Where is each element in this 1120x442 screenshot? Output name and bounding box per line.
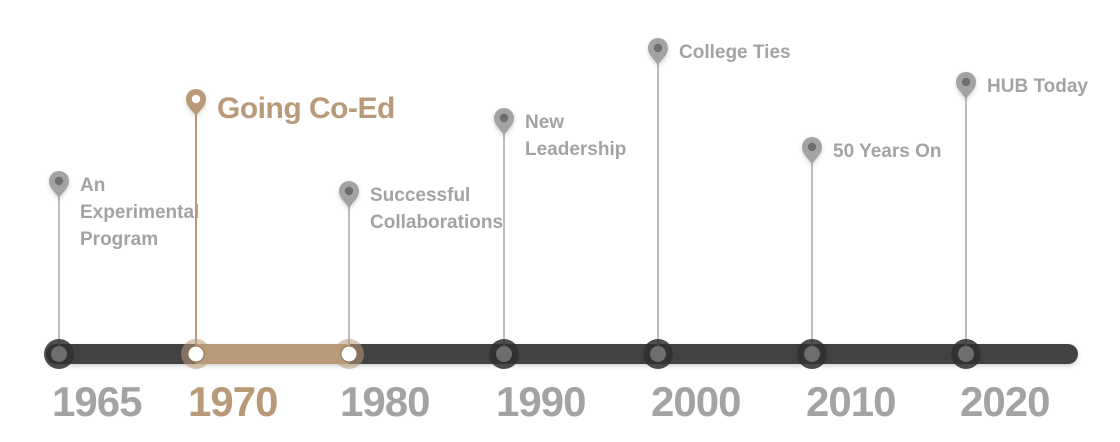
timeline-node[interactable]	[643, 339, 673, 369]
year-label-2000[interactable]: 2000	[651, 378, 741, 425]
map-pin-icon	[648, 38, 668, 65]
year-label-1980[interactable]: 1980	[340, 378, 430, 425]
milestone-title-line: Collaborations	[370, 212, 503, 233]
milestones: An Experimental Program 1965 Going Co-Ed 1970…	[44, 38, 1088, 425]
timeline-node[interactable]	[181, 339, 211, 369]
milestone-title-line: College Ties	[679, 42, 791, 63]
milestone-1965[interactable]: An Experimental Program 1965	[44, 171, 199, 425]
milestone-2000[interactable]: College Ties 2000	[643, 38, 791, 425]
milestone-2010[interactable]: 50 Years On 2010	[797, 137, 941, 425]
timeline-node[interactable]	[951, 339, 981, 369]
milestone-2020[interactable]: HUB Today 2020	[951, 72, 1088, 425]
milestone-title-line: Going Co-Ed	[217, 92, 395, 125]
year-label-1990[interactable]: 1990	[496, 378, 586, 425]
milestone-title-line: HUB Today	[987, 76, 1088, 97]
milestone-1990[interactable]: New Leadership 1990	[489, 108, 626, 425]
year-label-1965[interactable]: 1965	[52, 378, 143, 425]
milestone-title-line: Program	[80, 229, 158, 250]
milestone-1980[interactable]: Successful Collaborations 1980	[334, 181, 503, 425]
milestone-title-line: 50 Years On	[833, 141, 941, 162]
map-pin-icon	[494, 108, 514, 135]
milestone-title-line: Experimental	[80, 202, 199, 223]
milestone-1970[interactable]: Going Co-Ed 1970	[181, 89, 395, 425]
year-label-2020[interactable]: 2020	[960, 378, 1050, 425]
timeline-active-segment	[196, 344, 349, 364]
map-pin-icon	[186, 89, 206, 116]
milestone-title-line: An	[80, 175, 105, 196]
map-pin-icon	[49, 171, 69, 198]
milestone-title-line: New	[525, 112, 564, 133]
timeline-node[interactable]	[797, 339, 827, 369]
timeline-node[interactable]	[489, 339, 519, 369]
map-pin-icon	[339, 181, 359, 208]
timeline-node[interactable]	[44, 339, 74, 369]
milestone-title-line: Successful	[370, 185, 470, 206]
milestone-title-line: Leadership	[525, 139, 626, 160]
year-label-2010[interactable]: 2010	[806, 378, 896, 425]
map-pin-icon	[956, 72, 976, 99]
map-pin-icon	[802, 137, 822, 164]
year-label-1970[interactable]: 1970	[188, 378, 278, 425]
timeline-node[interactable]	[334, 339, 364, 369]
